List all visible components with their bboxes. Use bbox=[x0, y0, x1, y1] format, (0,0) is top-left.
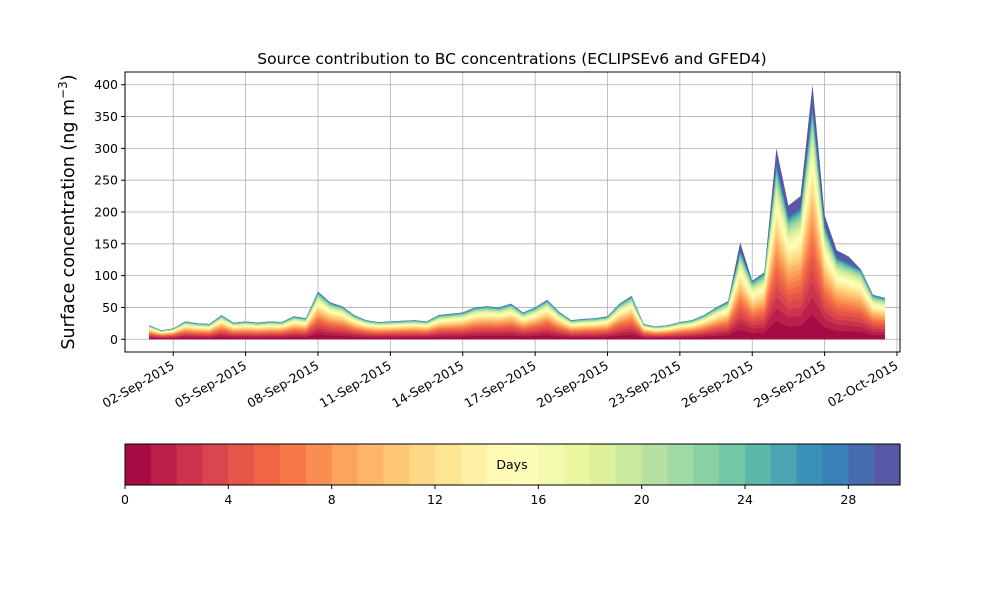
y-tick-label: 0 bbox=[110, 332, 118, 347]
colorbar-segment bbox=[357, 444, 384, 485]
x-tick-label: 17-Sep-2015 bbox=[462, 358, 539, 411]
y-axis-label-text: Surface concentration (ng m bbox=[59, 99, 79, 350]
y-tick-label: 400 bbox=[94, 77, 118, 92]
colorbar-segment bbox=[745, 444, 772, 485]
colorbar-tick-label: 16 bbox=[530, 492, 546, 507]
x-tick-label: 23-Sep-2015 bbox=[606, 358, 683, 411]
plot-area: 0 50 100 150 200 250 300 350 400 02-Sep-201505-S… bbox=[94, 71, 901, 411]
colorbar-segment bbox=[460, 444, 488, 485]
colorbar-segment bbox=[615, 444, 643, 485]
colorbar-tick-label: 24 bbox=[737, 492, 753, 507]
colorbar-tick-label: 4 bbox=[224, 492, 232, 507]
x-axis-ticks: 02-Sep-201505-Sep-201508-Sep-201511-Sep-… bbox=[100, 352, 901, 411]
colorbar-segment bbox=[693, 444, 720, 485]
x-tick-label: 02-Sep-2015 bbox=[100, 358, 177, 411]
colorbar-segment bbox=[564, 444, 591, 485]
y-axis-label-close: ) bbox=[59, 74, 79, 81]
colorbar-tick-label: 12 bbox=[427, 492, 443, 507]
colorbar-segment bbox=[796, 444, 824, 485]
colorbar-segment bbox=[719, 444, 746, 485]
area-day-1 bbox=[149, 315, 885, 340]
colorbar-label: Days bbox=[496, 457, 527, 472]
y-axis-ticks: 0 50 100 150 200 250 300 350 400 bbox=[94, 77, 125, 347]
y-tick-label: 350 bbox=[94, 109, 118, 124]
colorbar-segment bbox=[150, 444, 178, 485]
x-tick-label: 14-Sep-2015 bbox=[389, 358, 466, 411]
colorbar-segment bbox=[409, 444, 436, 485]
colorbar: Days 0 4 8 12 16 20 24 28 bbox=[121, 443, 901, 507]
colorbar-segment bbox=[202, 444, 229, 485]
y-tick-label: 150 bbox=[94, 236, 118, 251]
colorbar-segment bbox=[383, 444, 410, 485]
colorbar-tick-label: 20 bbox=[634, 492, 650, 507]
colorbar-segment bbox=[125, 444, 152, 485]
colorbar-segment bbox=[538, 444, 565, 485]
chart-title: Source contribution to BC concentrations… bbox=[257, 50, 766, 68]
x-tick-label: 26-Sep-2015 bbox=[679, 358, 756, 411]
colorbar-segment bbox=[280, 444, 307, 485]
colorbar-segment bbox=[848, 444, 875, 485]
colorbar-segment bbox=[874, 444, 901, 485]
x-tick-label: 20-Sep-2015 bbox=[534, 358, 611, 411]
colorbar-tick-label: 28 bbox=[840, 492, 856, 507]
x-tick-label: 05-Sep-2015 bbox=[172, 358, 249, 411]
colorbar-segments bbox=[125, 444, 901, 485]
stacked-areas bbox=[149, 84, 885, 340]
y-tick-label: 250 bbox=[94, 173, 118, 188]
colorbar-segment bbox=[667, 444, 694, 485]
colorbar-segment bbox=[512, 444, 539, 485]
colorbar-tick-label: 8 bbox=[328, 492, 336, 507]
colorbar-segment bbox=[641, 444, 669, 485]
x-tick-label: 02-Oct-2015 bbox=[825, 358, 901, 410]
colorbar-segment bbox=[770, 444, 798, 485]
colorbar-segment bbox=[822, 444, 849, 485]
y-tick-label: 200 bbox=[94, 205, 118, 220]
grid-lines bbox=[125, 72, 900, 352]
colorbar-frame bbox=[124, 443, 901, 486]
x-tick-label: 11-Sep-2015 bbox=[317, 358, 394, 411]
x-tick-label: 29-Sep-2015 bbox=[751, 358, 828, 411]
colorbar-segment bbox=[305, 444, 333, 485]
colorbar-segment bbox=[254, 444, 281, 485]
colorbar-segment bbox=[486, 444, 514, 485]
x-tick-label: 08-Sep-2015 bbox=[244, 358, 321, 411]
colorbar-segment bbox=[331, 444, 359, 485]
colorbar-segment bbox=[590, 444, 617, 485]
colorbar-segment bbox=[435, 444, 462, 485]
y-axis-label-unit-exponent: −3 bbox=[56, 81, 70, 99]
y-tick-label: 300 bbox=[94, 141, 118, 156]
y-tick-label: 100 bbox=[94, 268, 118, 283]
y-axis-label: Surface concentration (ng m−3) bbox=[56, 74, 79, 349]
y-tick-label: 50 bbox=[102, 300, 118, 315]
colorbar-ticks: 0 4 8 12 16 20 24 28 bbox=[121, 485, 856, 507]
colorbar-segment bbox=[176, 444, 204, 485]
colorbar-segment bbox=[228, 444, 255, 485]
colorbar-tick-label: 0 bbox=[121, 492, 129, 507]
